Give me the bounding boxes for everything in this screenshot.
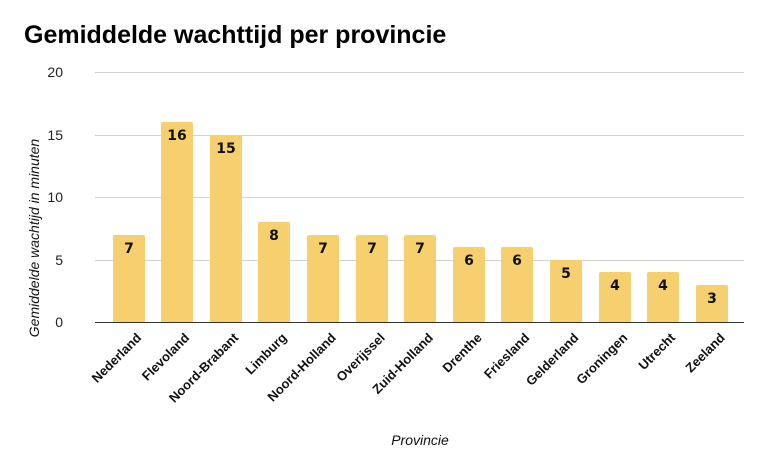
bar-friesland: 6 bbox=[501, 247, 533, 322]
bar-groningen: 4 bbox=[599, 272, 631, 322]
y-tick-10: 10 bbox=[47, 189, 63, 205]
bar-noord-brabant: 15 bbox=[210, 134, 242, 322]
bar-limburg: 8 bbox=[258, 222, 290, 322]
bar-drenthe: 6 bbox=[453, 247, 485, 322]
x-tick-drenthe: Drenthe bbox=[439, 330, 485, 376]
y-axis-title: Gemiddelde wachtijd in minuten bbox=[26, 138, 42, 338]
x-axis-line bbox=[95, 321, 744, 323]
bar-gelderland: 5 bbox=[550, 259, 582, 322]
x-tick-groningen: Groningen bbox=[573, 330, 631, 388]
x-tick-utrecht: Utrecht bbox=[635, 330, 679, 373]
bar-value: 7 bbox=[124, 240, 134, 257]
bar-overijssel: 7 bbox=[356, 234, 388, 322]
bar-nederland: 7 bbox=[113, 234, 145, 322]
bar-value: 7 bbox=[367, 240, 377, 257]
gridline-10 bbox=[95, 197, 744, 198]
bar-utrecht: 4 bbox=[647, 272, 679, 322]
chart-title: Gemiddelde wachttijd per provincie bbox=[24, 21, 447, 49]
bar-zuid-holland: 7 bbox=[404, 234, 436, 322]
x-tick-friesland: Friesland bbox=[481, 330, 533, 382]
y-tick-20: 20 bbox=[47, 64, 63, 80]
y-tick-0: 0 bbox=[55, 314, 63, 330]
bar-value: 16 bbox=[167, 128, 187, 144]
bar-value: 7 bbox=[415, 240, 425, 257]
x-tick-limburg: Limburg bbox=[242, 330, 290, 378]
bar-zeeland: 3 bbox=[696, 284, 728, 322]
bar-value: 5 bbox=[561, 265, 571, 282]
bar-value: 4 bbox=[658, 278, 668, 294]
bar-flevoland: 16 bbox=[161, 122, 193, 322]
bar-value: 8 bbox=[269, 228, 279, 244]
bar-value: 7 bbox=[318, 240, 328, 257]
plot-area: 20 15 10 5 0 7 16 15 8 7 7 7 6 6 5 4 4 3 bbox=[47, 64, 744, 330]
bar-value: 3 bbox=[707, 290, 717, 307]
x-axis-title: Provincie bbox=[391, 432, 449, 448]
bar-noord-holland: 7 bbox=[307, 234, 339, 322]
bar-value: 15 bbox=[216, 140, 236, 157]
bar-value: 6 bbox=[512, 253, 522, 269]
y-tick-5: 5 bbox=[55, 251, 63, 268]
y-tick-15: 15 bbox=[47, 126, 63, 143]
x-tick-zeeland: Zeeland bbox=[682, 330, 728, 376]
bar-value: 6 bbox=[464, 253, 474, 269]
x-tick-nederland: Nederland bbox=[89, 330, 145, 386]
gridline-15 bbox=[95, 134, 744, 136]
gridline-20 bbox=[95, 72, 744, 73]
bar-value: 4 bbox=[610, 278, 620, 294]
